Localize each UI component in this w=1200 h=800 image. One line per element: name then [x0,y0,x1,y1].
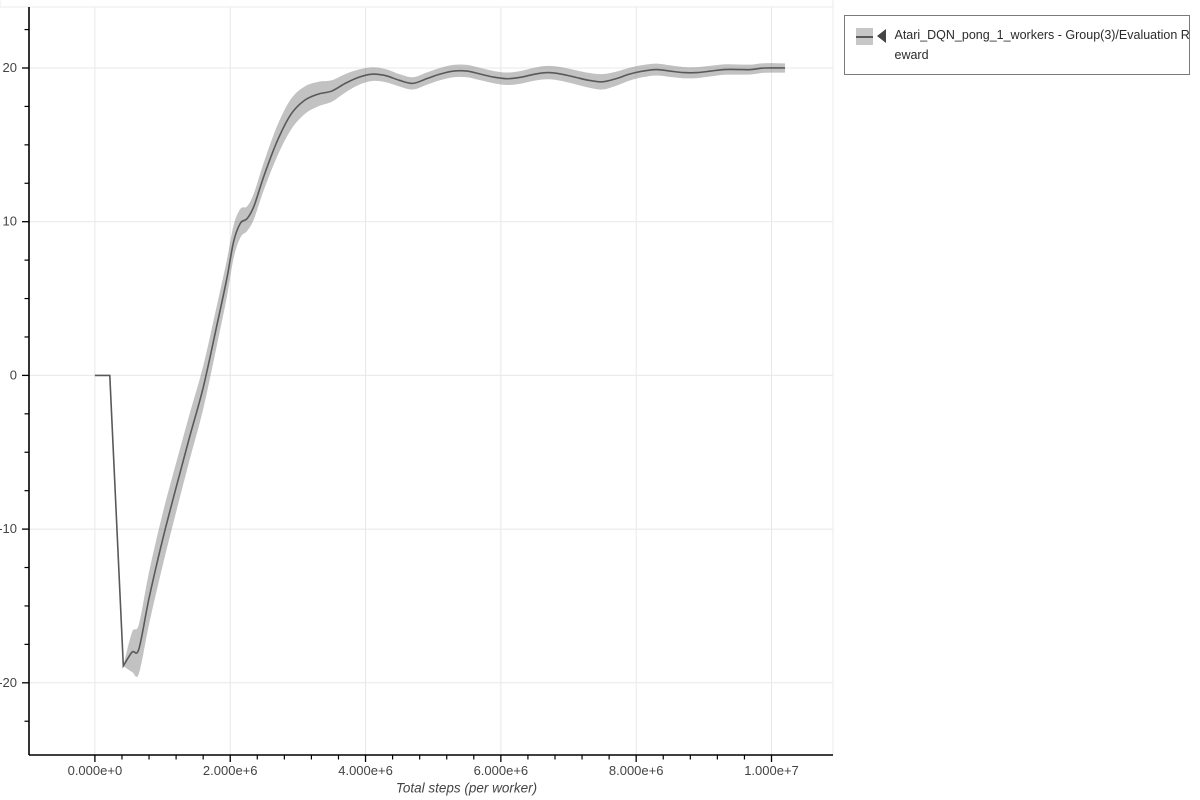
svg-text:6.000e+6: 6.000e+6 [474,763,529,778]
svg-text:0.000e+0: 0.000e+0 [68,763,123,778]
svg-text:Total steps (per worker): Total steps (per worker) [396,781,537,796]
svg-text:-10: -10 [0,521,17,536]
svg-text:4.000e+6: 4.000e+6 [338,763,393,778]
svg-text:20: 20 [3,60,17,75]
svg-text:8.000e+6: 8.000e+6 [609,763,664,778]
svg-text:0: 0 [10,367,17,382]
svg-text:10: 10 [3,214,17,229]
svg-text:1.000e+7: 1.000e+7 [744,763,799,778]
svg-text:-20: -20 [0,675,17,690]
svg-text:2.000e+6: 2.000e+6 [203,763,258,778]
